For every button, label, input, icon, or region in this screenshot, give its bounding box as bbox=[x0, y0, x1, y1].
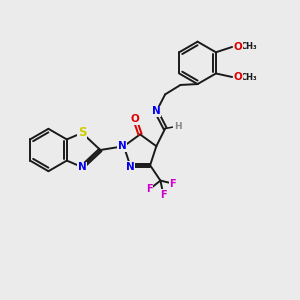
Text: N: N bbox=[118, 141, 127, 151]
Text: N: N bbox=[78, 162, 86, 172]
Text: O: O bbox=[234, 42, 242, 52]
Text: N: N bbox=[126, 162, 134, 172]
Text: N: N bbox=[152, 106, 161, 116]
Text: S: S bbox=[78, 126, 86, 140]
Text: O: O bbox=[130, 114, 139, 124]
Text: O: O bbox=[234, 72, 242, 82]
Text: CH₃: CH₃ bbox=[240, 73, 257, 82]
Text: CH₃: CH₃ bbox=[240, 43, 257, 52]
Text: H: H bbox=[174, 122, 181, 131]
Text: F: F bbox=[160, 190, 167, 200]
Text: F: F bbox=[146, 184, 153, 194]
Text: F: F bbox=[169, 178, 176, 188]
